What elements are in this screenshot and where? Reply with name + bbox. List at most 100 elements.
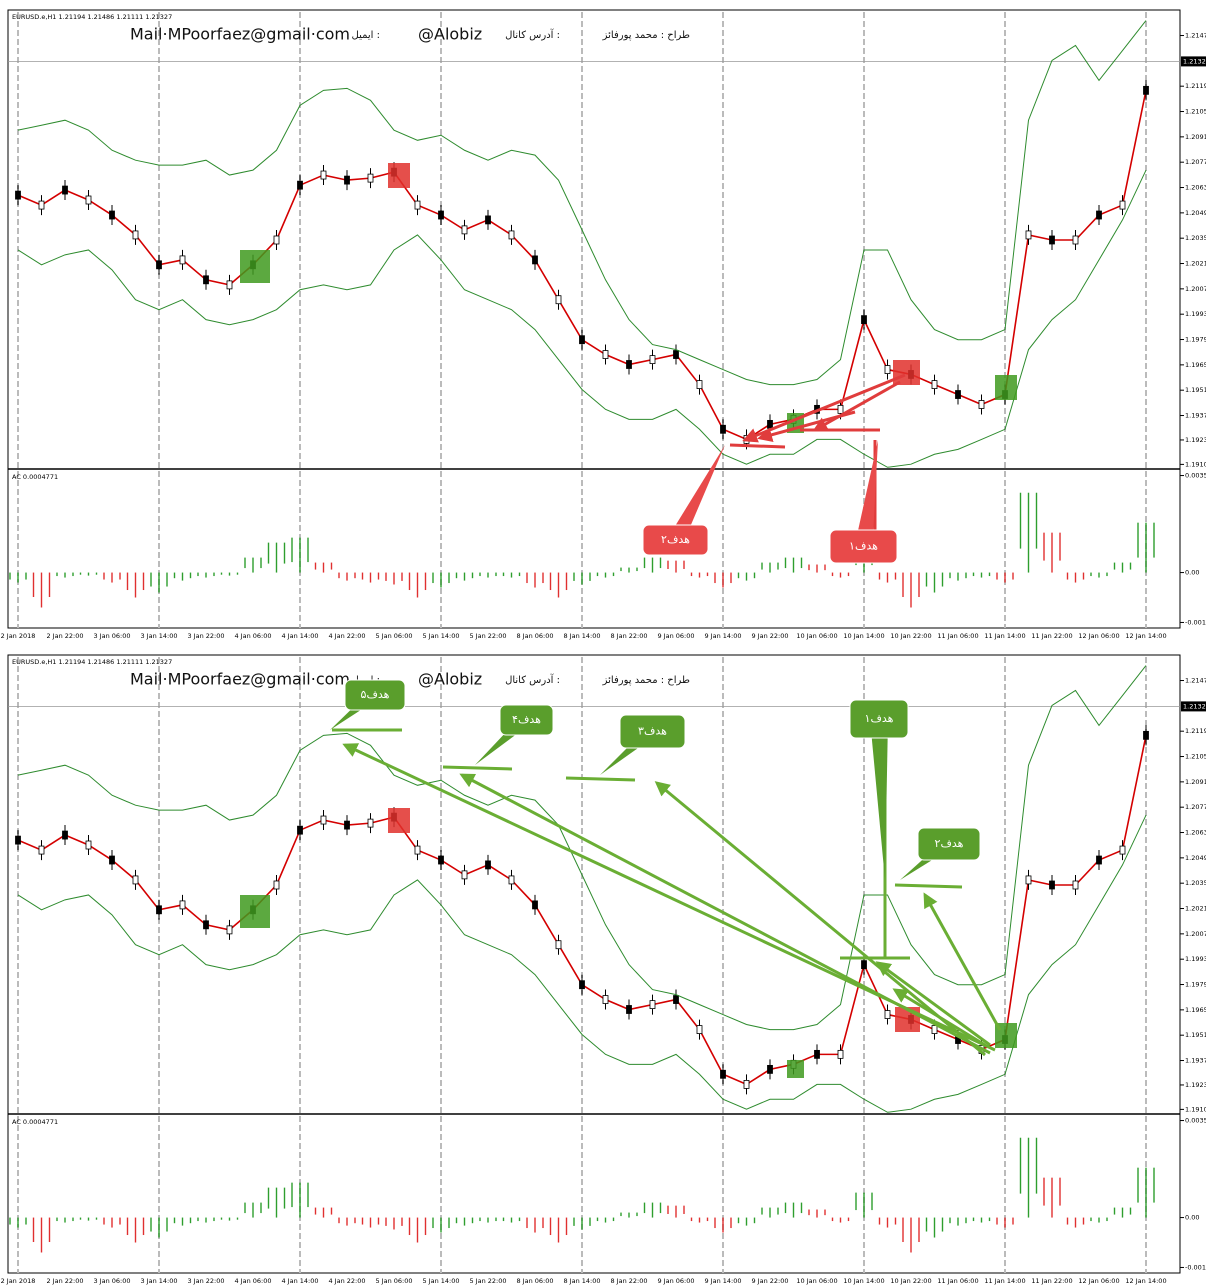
- ac-bar: [142, 1217, 145, 1236]
- y-tick-label: 1.19790: [1185, 981, 1206, 989]
- ac-bar: [745, 1217, 748, 1226]
- ac-bar: [1059, 532, 1061, 561]
- ac-bar: [314, 562, 317, 570]
- ac-bar: [158, 1217, 160, 1238]
- ac-bar: [471, 572, 474, 579]
- ac-bar: [361, 1217, 364, 1225]
- ac-bar: [25, 572, 27, 580]
- watermark-text: Mail·MPoorfaez@gmail·com: [130, 25, 350, 44]
- candle-body: [861, 315, 867, 325]
- ac-bar: [910, 572, 912, 608]
- ac-bar: [393, 572, 395, 585]
- ac-bar: [792, 1202, 795, 1218]
- candle-body: [532, 255, 538, 265]
- x-tick-label: 4 Jan 22:00: [328, 1277, 365, 1285]
- ac-bar: [244, 1202, 246, 1214]
- ac-bar: [557, 572, 560, 598]
- callout-label: هدف۴: [512, 713, 541, 726]
- y-tick-label: 1.21190: [1185, 727, 1206, 735]
- candle-body: [132, 875, 139, 885]
- ac-bar: [675, 560, 677, 573]
- ac-bar: [408, 572, 411, 591]
- x-tick-label: 8 Jan 14:00: [563, 632, 600, 640]
- ac-bar: [166, 1217, 168, 1232]
- candle-body: [62, 830, 68, 840]
- ac-bar: [902, 572, 904, 598]
- ac-bar: [385, 1217, 387, 1226]
- ac-bar: [471, 1217, 474, 1224]
- ac-bar: [839, 1217, 842, 1223]
- y-tick-label: -0.00180: [1185, 618, 1206, 626]
- ac-bar: [745, 572, 748, 581]
- ac-bar: [17, 572, 19, 583]
- candle-body: [15, 190, 21, 200]
- ac-bar: [393, 1217, 395, 1230]
- x-tick-label: 5 Jan 22:00: [469, 632, 506, 640]
- candle-body: [1072, 235, 1079, 245]
- ac-bar: [628, 567, 630, 573]
- ac-bar: [800, 557, 803, 569]
- ac-bar: [72, 572, 74, 577]
- watermark-text: @Alobiz: [418, 670, 482, 689]
- x-tick-label: 9 Jan 06:00: [657, 632, 694, 640]
- candle-body: [226, 925, 233, 935]
- ac-bar: [1043, 532, 1045, 561]
- ac-bar: [659, 1202, 662, 1214]
- x-tick-label: 9 Jan 22:00: [751, 1277, 788, 1285]
- ac-bar: [205, 1217, 207, 1223]
- ac-bar: [25, 1217, 27, 1225]
- x-tick-label: 10 Jan 14:00: [843, 1277, 884, 1285]
- ac-bar: [1059, 1177, 1061, 1206]
- candle-body: [85, 840, 92, 850]
- x-tick-label: 2 Jan 22:00: [46, 632, 83, 640]
- ac-bar: [871, 1192, 873, 1211]
- ac-bar: [369, 572, 372, 583]
- ac-bar: [291, 537, 293, 563]
- candle-body: [320, 815, 327, 825]
- ac-bar: [87, 1217, 90, 1221]
- candle-body: [720, 1069, 726, 1079]
- ac-bar: [972, 1217, 975, 1222]
- ac-bar: [542, 1217, 544, 1229]
- ac-bar: [346, 572, 348, 581]
- ac-bar: [980, 1217, 983, 1223]
- y-tick-label: 1.20210: [1185, 260, 1206, 268]
- ac-bar: [463, 1217, 466, 1226]
- ac-bar: [346, 1217, 348, 1226]
- ac-bar: [996, 572, 998, 580]
- ac-bar: [988, 1217, 991, 1222]
- ac-bar: [150, 1217, 152, 1232]
- y-tick-label: 1.20490: [1185, 209, 1206, 217]
- candle-body: [485, 860, 491, 870]
- candle-body: [1096, 210, 1102, 220]
- x-tick-label: 5 Jan 06:00: [375, 1277, 412, 1285]
- candle-body: [85, 195, 92, 205]
- ac-bar: [1098, 1217, 1100, 1223]
- x-tick-label: 9 Jan 14:00: [704, 632, 741, 640]
- candle-body: [179, 255, 186, 265]
- band-line: [17, 665, 1147, 1031]
- candle-body: [273, 235, 280, 245]
- ac-bar: [424, 1217, 427, 1236]
- y-tick-label: 1.19100: [1185, 460, 1206, 468]
- x-tick-label: 5 Jan 14:00: [422, 1277, 459, 1285]
- ac-bar: [166, 572, 168, 587]
- band-line: [17, 20, 1147, 386]
- x-tick-label: 8 Jan 14:00: [563, 1277, 600, 1285]
- ac-bar: [1153, 1167, 1155, 1203]
- indicator-label: AC 0.0004771: [12, 1118, 58, 1126]
- y-tick-label: 1.19510: [1185, 1031, 1206, 1039]
- ac-bar: [487, 572, 489, 578]
- y-tick-label: 0.00: [1185, 569, 1199, 577]
- candle-body: [438, 855, 444, 865]
- ac-bar: [252, 557, 254, 573]
- ac-bar: [761, 1207, 763, 1215]
- callout-box: [344, 679, 406, 711]
- candle-body: [1143, 730, 1149, 740]
- candle-body: [837, 1049, 844, 1059]
- x-tick-label: 11 Jan 22:00: [1031, 1277, 1072, 1285]
- ac-bar: [1074, 572, 1077, 583]
- x-tick-label: 3 Jan 06:00: [93, 632, 130, 640]
- ac-bar: [1019, 492, 1022, 549]
- candle-body: [626, 1005, 632, 1014]
